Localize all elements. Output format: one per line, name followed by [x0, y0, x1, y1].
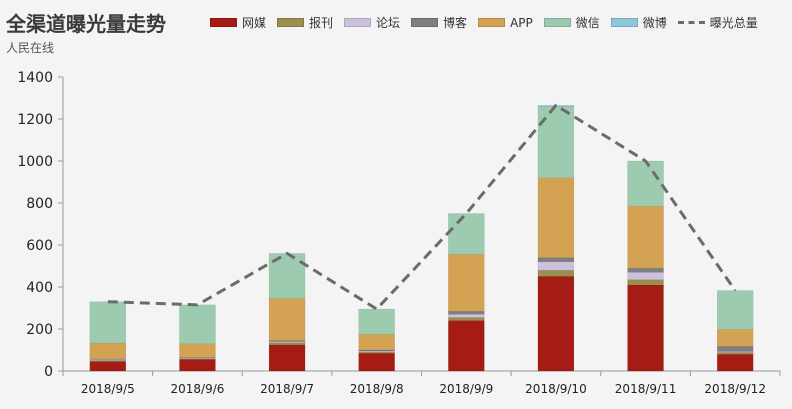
chart-title: 全渠道曝光量走势 — [6, 12, 166, 36]
bar-segment — [89, 342, 127, 360]
legend-label: 微信 — [575, 16, 600, 30]
bar-segment — [358, 352, 395, 372]
legend-item: 博客 — [411, 14, 467, 31]
bar-segment — [448, 320, 485, 372]
bar-segment — [89, 301, 127, 344]
y-tick-label: 800 — [26, 196, 53, 212]
legend-swatch — [610, 18, 638, 27]
chart-legend: 网媒 报刊 论坛 博客 APP 微信 微博 曝光总量 — [210, 14, 758, 31]
legend-swatch — [543, 18, 571, 27]
chart-subtitle: 人民在线 — [6, 41, 55, 55]
y-tick-label: 0 — [44, 364, 53, 380]
bar-segment — [716, 329, 754, 347]
legend-swatch — [210, 18, 237, 27]
legend-label: 微博 — [642, 16, 667, 30]
bar-segment — [358, 334, 395, 351]
x-tick-label: 2018/9/9 — [439, 382, 493, 396]
x-tick-label: 2018/9/10 — [525, 382, 587, 396]
bar-segment — [448, 314, 485, 318]
bar-segment — [358, 351, 395, 354]
bar-segment — [537, 276, 575, 372]
legend-swatch — [411, 18, 439, 27]
legend-dash-swatch — [677, 18, 705, 27]
bar-segment — [716, 353, 754, 372]
bar-segment — [268, 344, 306, 372]
bar-segment — [448, 310, 485, 315]
x-tick-label: 2018/9/6 — [170, 382, 224, 396]
legend-item: APP — [478, 16, 533, 30]
y-tick-label: 400 — [26, 280, 53, 296]
legend-swatch — [277, 18, 305, 27]
legend-label: 论坛 — [376, 16, 401, 30]
bar-segment — [268, 341, 306, 343]
legend-item: 微信 — [543, 14, 600, 31]
bar-segment — [627, 205, 664, 269]
x-tick-label: 2018/9/7 — [260, 382, 314, 396]
legend-label: 曝光总量 — [709, 16, 758, 30]
legend-label: 报刊 — [309, 16, 334, 30]
bar-segment — [358, 308, 395, 335]
bar-segment — [537, 106, 575, 179]
x-tick-label: 2018/9/12 — [704, 382, 766, 396]
legend-label: 网媒 — [242, 16, 267, 30]
bar-segment — [448, 317, 485, 321]
bar-segment — [89, 361, 127, 372]
bar-segment — [627, 284, 664, 372]
bar-segment — [179, 359, 216, 372]
bar-segment — [537, 261, 575, 271]
bar-segment — [179, 304, 216, 344]
bar-segment — [627, 279, 664, 286]
y-tick-label: 600 — [26, 238, 53, 254]
legend-item: 报刊 — [277, 14, 333, 31]
y-tick-label: 200 — [26, 322, 53, 338]
bar-segment — [716, 290, 754, 330]
legend-item: 网媒 — [210, 14, 266, 31]
bar-segment — [537, 257, 575, 263]
legend-swatch — [344, 18, 372, 27]
y-tick-label: 1200 — [17, 112, 53, 128]
legend-label: 博客 — [443, 16, 468, 30]
bar-segment — [448, 254, 485, 312]
x-tick-label: 2018/9/5 — [81, 382, 135, 396]
bar-segment — [537, 177, 575, 258]
bar-segment — [448, 213, 485, 255]
bar-segment — [268, 298, 306, 341]
x-tick-label: 2018/9/8 — [350, 382, 404, 396]
legend-item: 曝光总量 — [677, 14, 758, 31]
bar-segment — [627, 272, 664, 280]
y-tick-label: 1400 — [17, 70, 53, 86]
legend-swatch — [478, 18, 506, 27]
bar-segment — [716, 352, 754, 355]
legend-item: 论坛 — [344, 14, 400, 31]
x-tick-label: 2018/9/11 — [615, 382, 677, 396]
bar-segment — [537, 269, 575, 277]
legend-item: 微博 — [610, 14, 667, 31]
bar-segment — [179, 343, 216, 358]
y-tick-label: 1000 — [17, 154, 53, 170]
bar-segment — [627, 160, 664, 207]
bar-segment — [268, 342, 306, 345]
bar-segment — [627, 267, 664, 273]
total-exposure-line — [107, 103, 737, 311]
bar-segment — [716, 345, 754, 352]
legend-label: APP — [510, 15, 533, 30]
